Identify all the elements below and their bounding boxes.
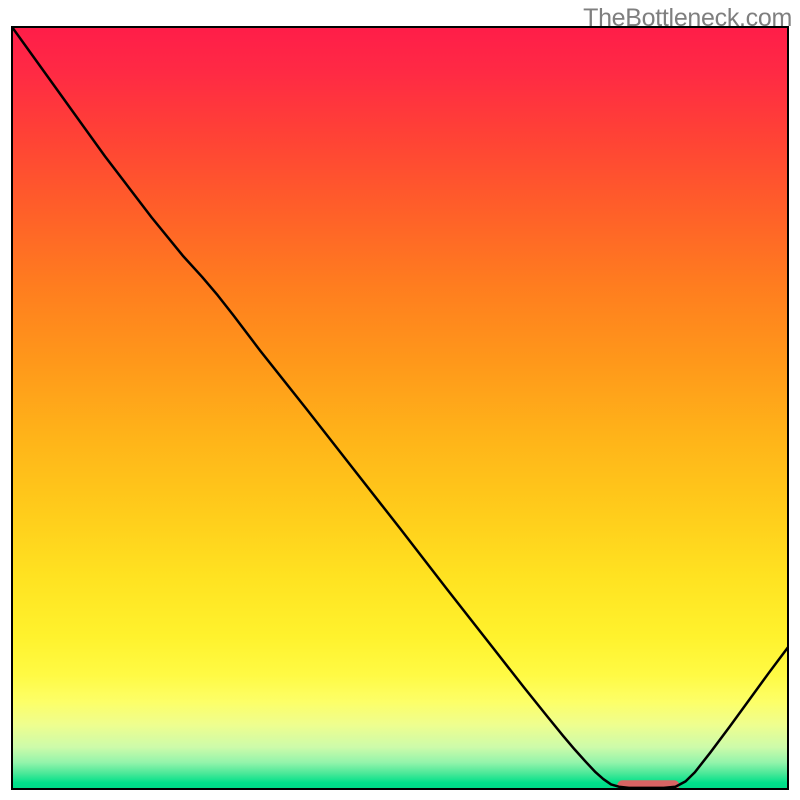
bottleneck-chart: TheBottleneck.com bbox=[0, 0, 800, 800]
gradient-background bbox=[12, 27, 788, 789]
chart-svg bbox=[0, 0, 800, 800]
watermark-label: TheBottleneck.com bbox=[583, 4, 792, 33]
